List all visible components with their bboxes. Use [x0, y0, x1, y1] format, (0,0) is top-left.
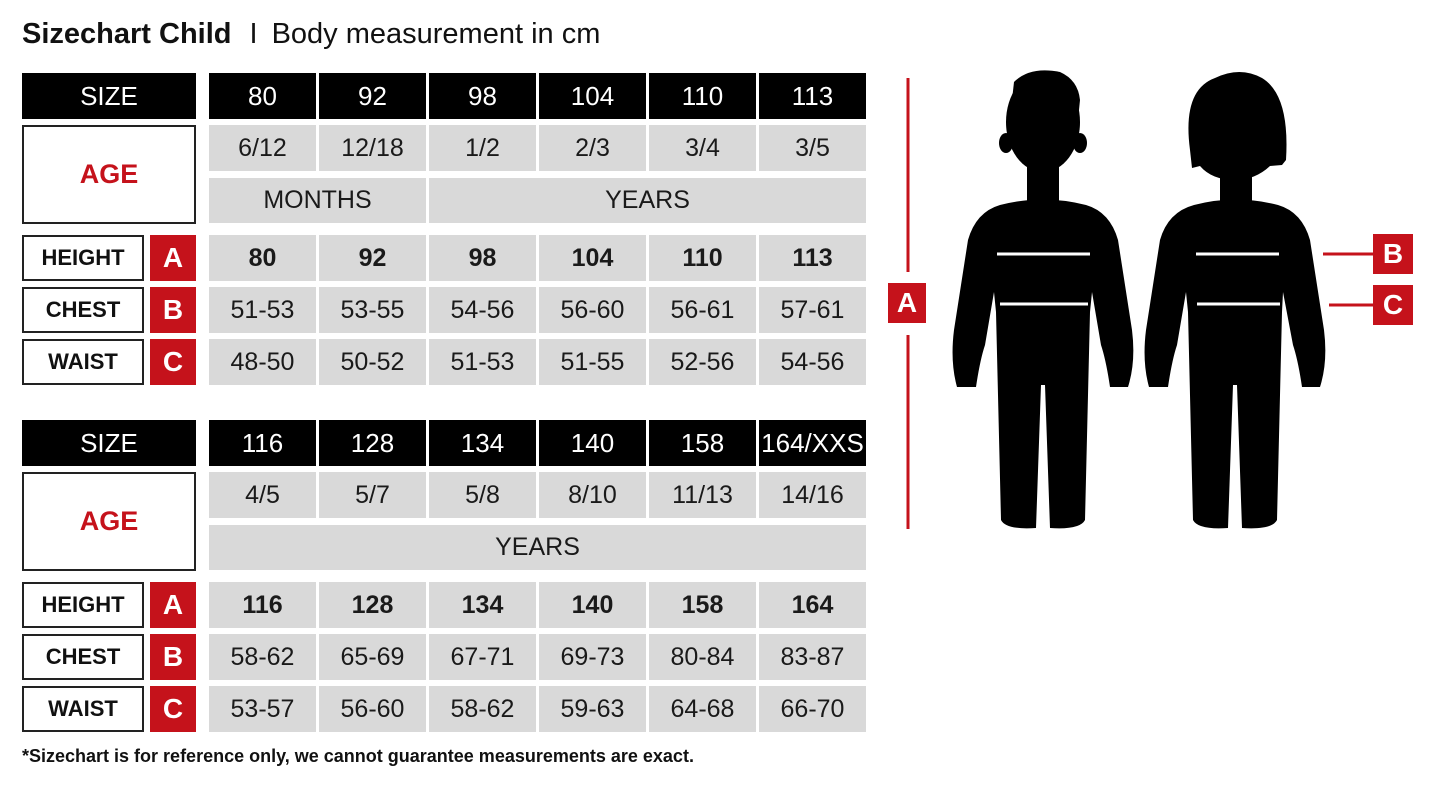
- marker-c: C: [1373, 285, 1413, 325]
- waist-cell: 66-70: [759, 686, 866, 732]
- height-label: HEIGHT: [22, 582, 144, 628]
- height-cell: 158: [649, 582, 756, 628]
- size-header-cell: 110: [649, 73, 756, 119]
- age-cell: 6/12: [209, 125, 316, 171]
- title-separator: I: [249, 18, 258, 50]
- waist-cell: 58-62: [429, 686, 536, 732]
- size-header-cell: 158: [649, 420, 756, 466]
- height-letter-badge: A: [150, 235, 196, 281]
- waist-cell: 64-68: [649, 686, 756, 732]
- chest-cell: 51-53: [209, 287, 316, 333]
- height-letter-badge: A: [150, 582, 196, 628]
- chest-label: CHEST: [22, 287, 144, 333]
- title-main: Sizechart Child: [22, 18, 232, 50]
- height-cell: 113: [759, 235, 866, 281]
- size-header-cell: 140: [539, 420, 646, 466]
- size-header-cell: 164/XXS: [759, 420, 866, 466]
- age-cell: 4/5: [209, 472, 316, 518]
- waist-letter-badge: C: [150, 686, 196, 732]
- waist-cell: 53-57: [209, 686, 316, 732]
- chest-cell: 83-87: [759, 634, 866, 680]
- height-cell: 98: [429, 235, 536, 281]
- height-cell: 140: [539, 582, 646, 628]
- size-header-cell: 113: [759, 73, 866, 119]
- waist-cell: 51-53: [429, 339, 536, 385]
- age-unit-cell: YEARS: [209, 525, 866, 570]
- size-header-label: SIZE: [22, 73, 196, 119]
- marker-b: B: [1373, 234, 1413, 274]
- waist-cell: 56-60: [319, 686, 426, 732]
- size-header-cell: 116: [209, 420, 316, 466]
- chest-letter-badge: B: [150, 287, 196, 333]
- age-cell: 2/3: [539, 125, 646, 171]
- girl-silhouette: [1144, 72, 1326, 529]
- age-cell: 3/5: [759, 125, 866, 171]
- height-cell: 116: [209, 582, 316, 628]
- chest-cell: 56-60: [539, 287, 646, 333]
- waist-cell: 52-56: [649, 339, 756, 385]
- title-subtitle: Body measurement in cm: [271, 18, 601, 50]
- waist-letter-badge: C: [150, 339, 196, 385]
- height-label: HEIGHT: [22, 235, 144, 281]
- age-cell: 8/10: [539, 472, 646, 518]
- age-cell: 5/7: [319, 472, 426, 518]
- waist-cell: 51-55: [539, 339, 646, 385]
- height-cell: 134: [429, 582, 536, 628]
- boy-silhouette: [952, 70, 1134, 529]
- size-header-cell: 92: [319, 73, 426, 119]
- chest-label: CHEST: [22, 634, 144, 680]
- age-cell: 5/8: [429, 472, 536, 518]
- height-cell: 92: [319, 235, 426, 281]
- age-cell: 3/4: [649, 125, 756, 171]
- size-header-cell: 134: [429, 420, 536, 466]
- age-label: AGE: [22, 125, 196, 224]
- chest-cell: 54-56: [429, 287, 536, 333]
- size-header-cell: 98: [429, 73, 536, 119]
- footnote: *Sizechart is for reference only, we can…: [22, 746, 694, 766]
- chest-cell: 69-73: [539, 634, 646, 680]
- waist-cell: 59-63: [539, 686, 646, 732]
- size-header-cell: 128: [319, 420, 426, 466]
- waist-cell: 54-56: [759, 339, 866, 385]
- chest-cell: 57-61: [759, 287, 866, 333]
- age-unit-cell: MONTHS: [209, 178, 426, 223]
- height-cell: 80: [209, 235, 316, 281]
- chest-cell: 56-61: [649, 287, 756, 333]
- waist-cell: 50-52: [319, 339, 426, 385]
- age-cell: 1/2: [429, 125, 536, 171]
- height-cell: 164: [759, 582, 866, 628]
- age-label: AGE: [22, 472, 196, 571]
- chest-cell: 58-62: [209, 634, 316, 680]
- height-cell: 110: [649, 235, 756, 281]
- chest-cell: 67-71: [429, 634, 536, 680]
- size-header-cell: 80: [209, 73, 316, 119]
- age-cell: 11/13: [649, 472, 756, 518]
- chest-cell: 80-84: [649, 634, 756, 680]
- page-title: Sizechart Child I Body measurement in cm: [22, 18, 600, 51]
- age-cell: 12/18: [319, 125, 426, 171]
- height-cell: 104: [539, 235, 646, 281]
- marker-a: A: [888, 283, 926, 323]
- size-header-cell: 104: [539, 73, 646, 119]
- measurement-lines: [997, 252, 1280, 306]
- chest-cell: 65-69: [319, 634, 426, 680]
- size-header-label: SIZE: [22, 420, 196, 466]
- waist-cell: 48-50: [209, 339, 316, 385]
- age-unit-cell: YEARS: [429, 178, 866, 223]
- height-cell: 128: [319, 582, 426, 628]
- chest-cell: 53-55: [319, 287, 426, 333]
- age-cell: 14/16: [759, 472, 866, 518]
- chest-letter-badge: B: [150, 634, 196, 680]
- waist-label: WAIST: [22, 686, 144, 732]
- waist-label: WAIST: [22, 339, 144, 385]
